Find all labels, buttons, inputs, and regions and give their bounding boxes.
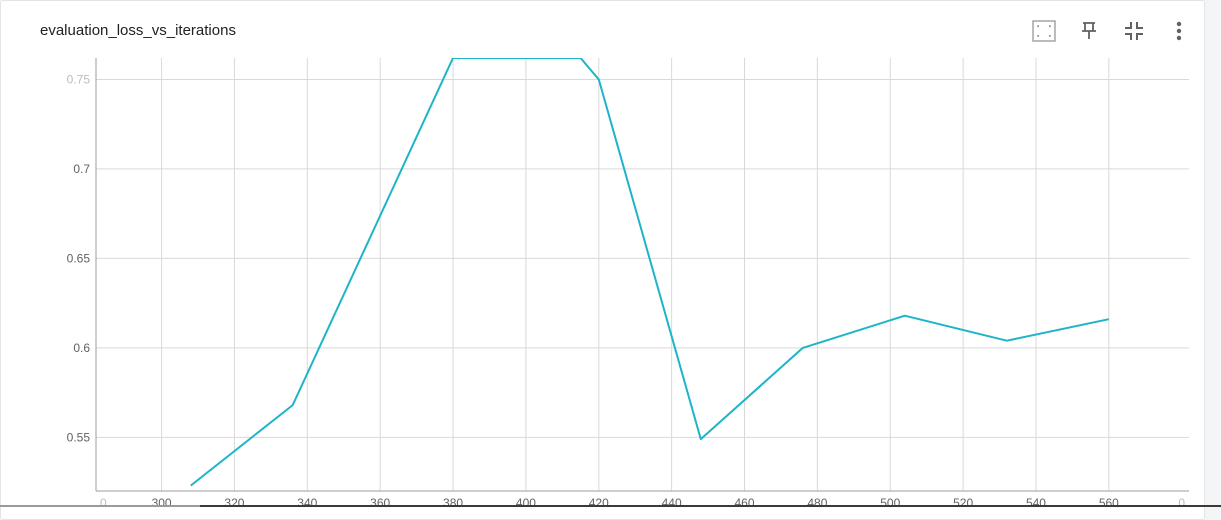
x-tick-label-faded: 0	[1178, 496, 1185, 508]
collapse-button[interactable]	[1120, 19, 1148, 47]
collapse-icon	[1124, 21, 1144, 46]
y-tick-label: 0.75	[67, 72, 91, 86]
y-tick-label: 0.6	[73, 341, 90, 355]
more-button[interactable]	[1165, 19, 1193, 47]
window-edge	[0, 505, 200, 507]
pin-icon	[1081, 21, 1097, 46]
y-tick-label: 0.7	[73, 162, 90, 176]
series-line	[190, 58, 1110, 487]
pin-button[interactable]	[1075, 19, 1103, 47]
y-tick-label: 0.55	[67, 430, 91, 444]
fit-domain-button[interactable]	[1030, 19, 1058, 47]
more-vert-icon	[1176, 21, 1182, 46]
fit-domain-icon	[1032, 19, 1056, 47]
y-tick-label: 0.65	[67, 251, 91, 265]
window-edge-dark	[200, 505, 1221, 507]
chart-title: evaluation_loss_vs_iterations	[40, 22, 236, 39]
x-tick-label-faded: 0	[100, 496, 107, 508]
